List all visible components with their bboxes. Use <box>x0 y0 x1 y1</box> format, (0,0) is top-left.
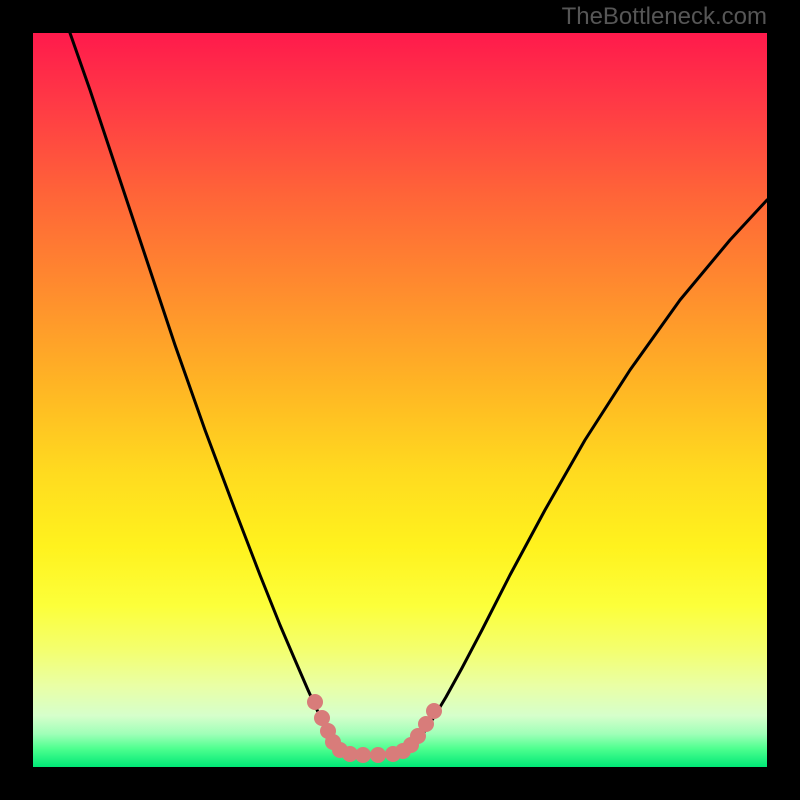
marker-dot <box>426 703 442 719</box>
chart-svg <box>0 0 800 800</box>
watermark-text: TheBottleneck.com <box>562 3 767 31</box>
chart-frame: TheBottleneck.com <box>0 0 800 800</box>
marker-dot <box>370 747 386 763</box>
marker-dot <box>307 694 323 710</box>
plot-background <box>33 33 767 767</box>
marker-dot <box>355 747 371 763</box>
